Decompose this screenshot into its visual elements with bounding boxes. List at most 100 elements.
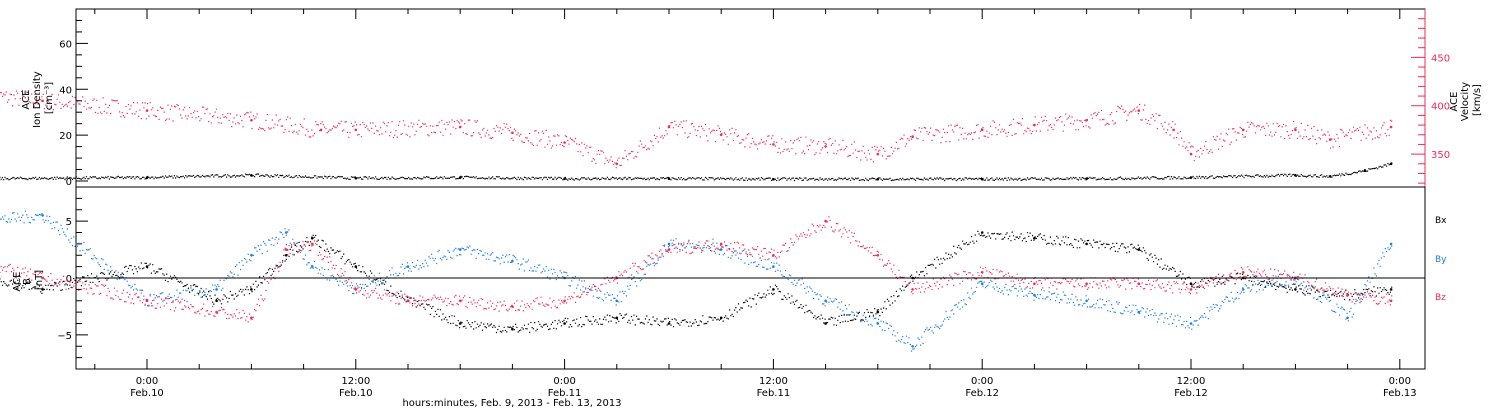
top-left-tick-label: 20 — [59, 131, 72, 142]
density-series — [0, 162, 1393, 182]
velocity-point — [41, 99, 44, 103]
velocity-point — [511, 131, 514, 135]
bz-point — [1033, 282, 1036, 286]
x-tick-time-label: 0:00 — [553, 376, 575, 387]
top-left-tick-label: 0 — [66, 177, 72, 188]
by-point — [215, 288, 218, 291]
top-right-axis-title-line1: ACE — [1449, 92, 1460, 112]
by-series — [0, 210, 1393, 352]
bottom-plot-area — [0, 210, 1393, 352]
by-point — [911, 345, 914, 348]
bottom-left-axis-title: ACE B [nT] — [12, 268, 45, 291]
top-left-axis: 0 20 40 60 — [59, 19, 88, 188]
velocity-point — [145, 109, 149, 112]
top-right-axis: 350 400 450 — [1411, 9, 1450, 187]
velocity-point — [1328, 138, 1332, 141]
top-left-tick-label: 60 — [59, 39, 72, 50]
bz-point — [284, 248, 288, 251]
top-panel: 0 20 40 60 350 400 450 ACE Ion Density [cm⁻³]… — [0, 8, 1483, 188]
bx-point — [354, 265, 358, 268]
bx-point — [215, 299, 218, 303]
top-right-axis-title: ACE Velocity [km/s] — [1449, 79, 1483, 121]
x-axis: 0:00Feb.1012:00Feb.100:00Feb.1112:00Feb.… — [94, 9, 1417, 399]
velocity-point — [354, 128, 358, 132]
x-tick-date-label: Feb.13 — [1383, 388, 1417, 399]
velocity-point — [563, 141, 566, 144]
x-tick-time-label: 0:00 — [136, 376, 158, 387]
by-point — [1241, 288, 1245, 291]
bz-point — [980, 271, 984, 274]
top-right-tick-label: 450 — [1431, 53, 1450, 64]
bx-point — [1294, 288, 1297, 291]
x-tick-time-label: 12:00 — [1177, 376, 1206, 387]
top-left-axis-title-line3: [cm⁻³] — [44, 82, 55, 114]
bottom-left-tick-label: 5 — [66, 217, 72, 228]
bottom-left-axis-title-line2: B — [22, 278, 33, 285]
bx-point — [615, 316, 619, 320]
by-point — [980, 282, 984, 286]
bx-series — [0, 230, 1393, 334]
bx-point — [1189, 282, 1193, 286]
by-point — [615, 299, 619, 303]
velocity-point — [1294, 128, 1297, 132]
bx-point — [458, 322, 462, 325]
velocity-point — [1389, 125, 1393, 129]
x-tick-date-label: Feb.12 — [1174, 388, 1208, 399]
by-point — [1033, 293, 1036, 297]
bottom-panel: −5 0 5 ACE B [nT] Bx By Bz — [0, 186, 1447, 370]
legend-bz: Bz — [1435, 293, 1446, 303]
x-axis-title: hours:minutes, Feb. 9, 2013 - Feb. 13, 2… — [402, 398, 621, 409]
by-point — [1346, 316, 1349, 320]
bx-point — [284, 254, 288, 257]
bottom-left-axis-title-line1: ACE — [12, 272, 23, 292]
velocity-point — [250, 119, 253, 122]
bz-point — [876, 254, 880, 257]
bx-point — [667, 322, 671, 325]
bz-point — [1189, 288, 1193, 291]
by-point — [1389, 242, 1393, 246]
bottom-left-axis-title-line3: [nT] — [34, 270, 45, 290]
top-right-axis-title-line3: [km/s] — [1472, 84, 1483, 116]
bottom-left-tick-label: −5 — [57, 331, 72, 342]
bx-point — [876, 310, 880, 314]
legend: Bx By Bz — [1435, 216, 1447, 303]
by-point — [511, 259, 514, 263]
top-plot-area — [0, 90, 1393, 182]
bz-series — [0, 216, 1393, 323]
by-point — [1085, 299, 1088, 303]
top-panel-frame — [75, 8, 1426, 188]
legend-bx: Bx — [1435, 216, 1447, 226]
velocity-point — [615, 162, 619, 166]
bottom-left-tick-label: 0 — [66, 274, 72, 285]
bx-point — [772, 288, 775, 291]
bx-point — [1137, 248, 1141, 251]
x-tick-date-label: Feb.11 — [548, 388, 582, 399]
by-point — [41, 214, 44, 217]
velocity-point — [458, 125, 462, 129]
velocity-point — [772, 143, 775, 146]
x-tick-date-label: Feb.12 — [965, 388, 999, 399]
bx-point — [980, 231, 984, 234]
by-point — [458, 248, 462, 251]
velocity-trace — [0, 90, 1393, 169]
x-tick-time-label: 0:00 — [971, 376, 993, 387]
top-right-tick-label: 400 — [1431, 102, 1450, 113]
bz-point — [1085, 282, 1088, 286]
by-point — [824, 299, 827, 303]
top-left-axis-title: ACE Ion Density [cm⁻³] — [21, 68, 55, 128]
x-tick-time-label: 12:00 — [341, 376, 370, 387]
bz-trace — [0, 216, 1393, 323]
bz-point — [719, 242, 723, 246]
x-tick-time-label: 0:00 — [1389, 376, 1411, 387]
by-point — [1189, 322, 1193, 325]
velocity-point — [1189, 152, 1193, 156]
bz-point — [563, 299, 566, 303]
bz-point — [406, 299, 410, 303]
density-trace — [0, 162, 1393, 182]
by-point — [667, 242, 671, 246]
bx-point — [250, 288, 253, 291]
velocity-point — [1137, 109, 1141, 112]
by-point — [284, 231, 288, 234]
bz-point — [1241, 271, 1245, 274]
